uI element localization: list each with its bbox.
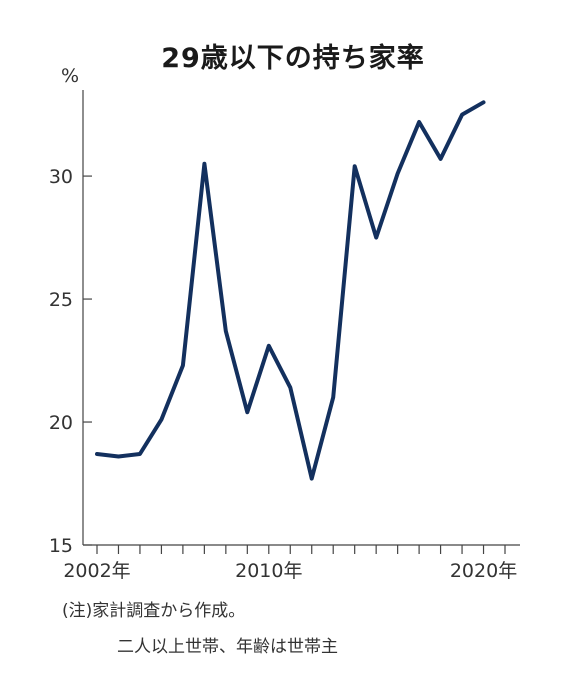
x-tick-label: 2020年 (450, 560, 517, 582)
axes (82, 90, 520, 546)
y-tick-label: 15 (49, 535, 73, 557)
y-tick-label: 30 (49, 166, 73, 188)
x-tick-label: 2010年 (235, 560, 302, 582)
x-tick-label: 2002年 (63, 560, 130, 582)
chart-title: 29歳以下の持ち家率 (161, 43, 425, 74)
y-tick-label: 20 (49, 412, 73, 434)
ticks (83, 175, 506, 554)
tick-labels: 15 20 25 30% 2002年 2010年 2020年 (49, 65, 517, 582)
footnote-definition: 二人以上世帯、年齢は世帯主 (117, 637, 338, 657)
series (95, 100, 486, 481)
footnote-source: (注)家計調査から作成。 (62, 601, 246, 621)
y-tick-label: 25 (49, 289, 73, 311)
y-axis-unit: % (61, 65, 79, 87)
series-line (95, 100, 486, 481)
